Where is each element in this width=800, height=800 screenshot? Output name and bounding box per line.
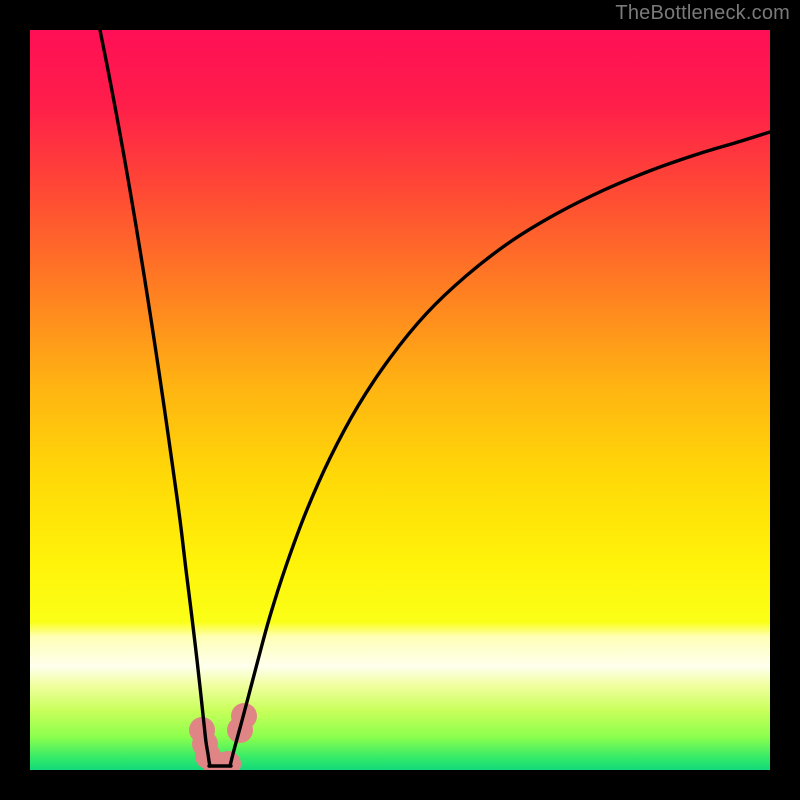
curve-layer: [30, 30, 770, 770]
marker-cluster: [189, 703, 257, 770]
watermark-text: TheBottleneck.com: [615, 2, 790, 25]
plot-area: [30, 30, 770, 770]
curve-left-arm: [100, 30, 210, 766]
curve-right-arm: [230, 132, 770, 766]
